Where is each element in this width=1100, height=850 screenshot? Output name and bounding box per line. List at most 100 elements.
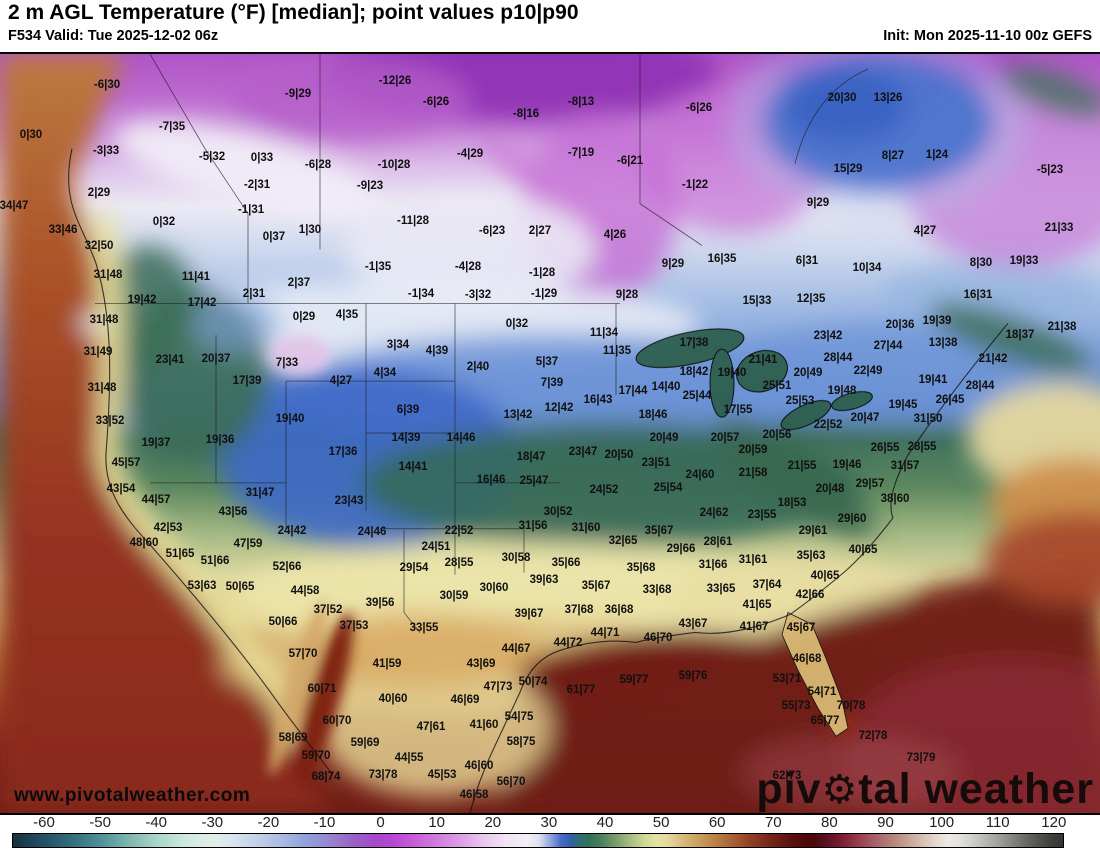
point-value-label: 41|60 bbox=[469, 719, 499, 731]
point-value-label: 33|46 bbox=[48, 224, 78, 236]
colorbar bbox=[12, 833, 1064, 848]
point-value-label: 31|61 bbox=[738, 554, 768, 566]
point-value-label: 19|46 bbox=[832, 459, 862, 471]
point-value-label: 2|29 bbox=[87, 187, 111, 199]
point-value-label: 22|52 bbox=[813, 419, 843, 431]
point-value-label: 65|77 bbox=[810, 715, 840, 727]
point-value-label: 35|66 bbox=[551, 557, 581, 569]
colorbar-tick: 110 bbox=[985, 814, 1010, 831]
point-value-label: 13|26 bbox=[873, 92, 903, 104]
point-value-label: 42|66 bbox=[795, 589, 825, 601]
map-canvas[interactable]: -6|30 -9|29 0|30 -7|35 -3|33 -5|32 0|33 -6|28 2|… bbox=[0, 52, 1100, 815]
point-value-label: -5|32 bbox=[198, 151, 226, 163]
point-value-label: 25|44 bbox=[682, 390, 712, 402]
point-value-label: 38|60 bbox=[880, 493, 910, 505]
colorbar-tick: -30 bbox=[201, 814, 224, 831]
point-value-label: 4|27 bbox=[329, 375, 353, 387]
point-value-label: 21|42 bbox=[978, 353, 1008, 365]
point-value-label: 44|72 bbox=[553, 637, 583, 649]
point-value-label: 21|33 bbox=[1044, 222, 1074, 234]
point-value-label: -1|22 bbox=[681, 179, 709, 191]
point-value-label: 61|77 bbox=[566, 684, 596, 696]
point-value-label: 68|74 bbox=[311, 771, 341, 783]
colorbar-tick: -20 bbox=[257, 814, 280, 831]
point-value-label: 45|57 bbox=[111, 457, 141, 469]
colorbar-tick: 80 bbox=[821, 814, 838, 831]
point-value-label: -6|30 bbox=[93, 79, 121, 91]
point-value-label: 50|66 bbox=[268, 616, 298, 628]
point-value-label: 31|47 bbox=[245, 487, 275, 499]
point-value-label: -9|23 bbox=[356, 180, 384, 192]
point-value-label: 21|58 bbox=[738, 467, 768, 479]
point-value-label: 30|59 bbox=[439, 590, 469, 602]
point-value-label: 20|56 bbox=[762, 429, 792, 441]
point-value-label: 57|70 bbox=[288, 648, 318, 660]
point-value-label: 19|40 bbox=[275, 413, 305, 425]
point-value-label: 21|41 bbox=[748, 354, 778, 366]
point-value-label: 59|77 bbox=[619, 674, 649, 686]
point-value-label: 14|39 bbox=[391, 432, 421, 444]
point-value-label: 19|33 bbox=[1009, 255, 1039, 267]
point-value-label: 23|41 bbox=[155, 354, 185, 366]
colorbar-tick: -10 bbox=[313, 814, 336, 831]
point-value-label: 2|40 bbox=[466, 361, 490, 373]
point-value-label: 14|46 bbox=[446, 432, 476, 444]
point-value-label: 47|61 bbox=[416, 721, 446, 733]
point-value-label: -4|29 bbox=[456, 148, 484, 160]
point-value-label: 32|65 bbox=[608, 535, 638, 547]
point-value-label: 41|65 bbox=[742, 599, 772, 611]
point-value-label: -7|35 bbox=[158, 121, 186, 133]
point-value-label: 3|34 bbox=[386, 339, 410, 351]
colorbar-tick: 50 bbox=[652, 814, 670, 831]
point-value-label: 17|38 bbox=[679, 337, 709, 349]
point-value-label: -3|32 bbox=[464, 289, 492, 301]
point-value-label: 28|61 bbox=[703, 536, 733, 548]
colorbar-tick: 30 bbox=[540, 814, 558, 831]
point-value-label: -7|19 bbox=[567, 147, 595, 159]
point-value-label: -6|28 bbox=[304, 159, 332, 171]
point-value-label: 51|66 bbox=[200, 555, 230, 567]
gear-icon: ⚙ bbox=[821, 767, 859, 813]
point-value-label: 0|37 bbox=[262, 231, 286, 243]
point-value-label: 31|66 bbox=[698, 559, 728, 571]
point-value-label: -1|35 bbox=[364, 261, 392, 273]
point-value-label: 19|42 bbox=[127, 294, 157, 306]
point-value-label: 23|47 bbox=[568, 446, 598, 458]
point-value-label: 73|79 bbox=[906, 752, 936, 764]
point-value-label: 29|66 bbox=[666, 543, 696, 555]
point-value-label: 2|37 bbox=[287, 277, 311, 289]
point-value-label: 54|71 bbox=[807, 686, 837, 698]
point-value-label: 40|60 bbox=[378, 693, 408, 705]
point-value-label: 18|37 bbox=[1005, 329, 1035, 341]
point-value-label: 60|71 bbox=[307, 683, 337, 695]
colorbar-tick: 70 bbox=[764, 814, 782, 831]
point-value-label: 30|58 bbox=[501, 552, 531, 564]
point-value-label: 12|42 bbox=[544, 402, 574, 414]
point-value-label: 44|57 bbox=[141, 494, 171, 506]
colorbar-tick: 40 bbox=[596, 814, 614, 831]
point-value-label: 13|42 bbox=[503, 409, 533, 421]
point-value-label: 33|65 bbox=[706, 583, 736, 595]
point-value-label: 4|26 bbox=[603, 229, 627, 241]
point-value-label: -1|34 bbox=[407, 288, 435, 300]
point-value-label: 35|67 bbox=[644, 525, 674, 537]
point-value-label: 33|55 bbox=[409, 622, 439, 634]
point-value-label: 62|73 bbox=[772, 770, 802, 782]
point-value-label: 24|51 bbox=[421, 541, 451, 553]
point-value-label: 16|31 bbox=[963, 289, 993, 301]
point-value-label: 29|54 bbox=[399, 562, 429, 574]
point-value-label: 25|47 bbox=[519, 475, 549, 487]
point-value-label: -11|28 bbox=[397, 215, 429, 227]
point-value-label: 29|57 bbox=[855, 478, 885, 490]
point-value-label: 19|39 bbox=[922, 315, 952, 327]
point-value-label: 7|33 bbox=[275, 357, 299, 369]
point-value-label: 18|46 bbox=[638, 409, 668, 421]
point-value-label: 39|63 bbox=[529, 574, 559, 586]
valid-time: F534 Valid: Tue 2025-12-02 06z bbox=[8, 28, 219, 44]
point-value-label: 11|41 bbox=[181, 271, 211, 283]
point-value-label: 53|71 bbox=[772, 673, 802, 685]
header: 2 m AGL Temperature (°F) [median]; point… bbox=[0, 0, 1100, 52]
point-value-label: 51|65 bbox=[165, 548, 195, 560]
point-value-label: 19|40 bbox=[717, 367, 747, 379]
point-value-label: 17|44 bbox=[618, 385, 648, 397]
